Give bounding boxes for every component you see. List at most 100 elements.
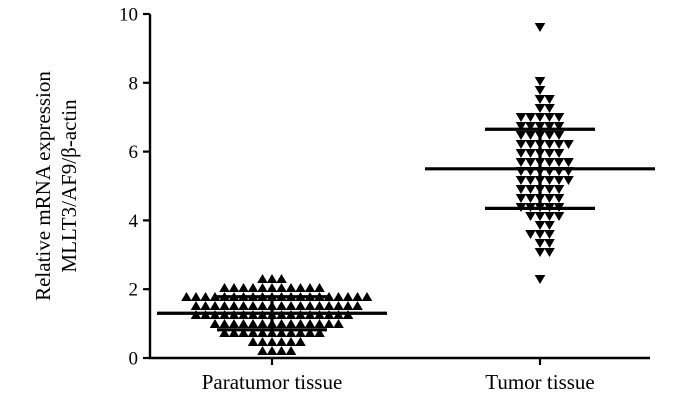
tumor-point	[544, 131, 555, 141]
paratumor-point	[314, 327, 325, 337]
paratumor-point	[276, 318, 287, 328]
tumor-point	[544, 176, 555, 186]
tumor-point	[553, 122, 565, 132]
y-axis-title-line-1: Relative mRNA expression	[31, 71, 55, 301]
paratumor-point	[295, 300, 306, 310]
x-axis-categories: Paratumor tissue Tumor tissue	[202, 358, 595, 394]
tumor-point	[525, 185, 536, 195]
tumor-point	[525, 113, 536, 123]
tumor-point	[534, 239, 546, 249]
tumor-point	[525, 230, 536, 240]
paratumor-point	[247, 318, 259, 328]
paratumor-point	[333, 318, 344, 328]
tumor-point	[544, 158, 555, 168]
tumor-point	[534, 104, 546, 114]
tumor-point	[544, 140, 555, 150]
paratumor-point	[285, 336, 297, 346]
tumor-point	[553, 185, 565, 195]
paratumor-point	[352, 300, 363, 310]
paratumor-point	[247, 300, 259, 310]
paratumor-point	[257, 318, 268, 328]
paratumor-point	[285, 300, 297, 310]
mean-sd-bars	[157, 127, 655, 332]
paratumor-point	[276, 282, 287, 292]
paratumor-point	[314, 300, 325, 310]
y-tick-label: 8	[129, 73, 139, 94]
paratumor-point	[323, 300, 335, 310]
paratumor-point	[247, 327, 259, 337]
tumor-point	[515, 194, 527, 204]
tumor-point	[525, 131, 536, 141]
tumor-point	[534, 212, 546, 222]
tumor-point	[544, 149, 555, 159]
paratumor-point	[228, 327, 240, 337]
paratumor-point	[257, 300, 268, 310]
paratumor-point	[323, 318, 335, 328]
tumor-point	[515, 140, 527, 150]
paratumor-point	[333, 300, 344, 310]
y-tick-label: 10	[119, 5, 138, 26]
tumor-point	[534, 275, 546, 285]
tumor-point	[544, 212, 555, 222]
tumor-point	[515, 158, 527, 168]
paratumor-point	[238, 318, 249, 328]
y-axis-title: Relative mRNA expression MLLT3/AF9/β-act…	[31, 71, 81, 301]
paratumor-point	[200, 291, 211, 301]
paratumor-point	[266, 336, 278, 346]
paratumor-point	[257, 282, 268, 292]
tumor-point	[534, 221, 546, 231]
paratumor-point	[295, 336, 306, 346]
tumor-point	[515, 185, 527, 195]
tumor-point	[553, 194, 565, 204]
paratumor-point	[304, 327, 316, 337]
paratumor-point	[304, 300, 316, 310]
tumor-point	[515, 122, 527, 132]
tumor-point	[515, 149, 527, 159]
paratumor-point	[219, 300, 230, 310]
paratumor-point	[190, 291, 202, 301]
tumor-point	[553, 140, 565, 150]
y-tick-label: 2	[129, 280, 139, 301]
tumor-point	[563, 158, 574, 168]
tumor-point	[534, 95, 546, 105]
paratumor-point	[342, 300, 354, 310]
tumor-point	[544, 185, 555, 195]
tumor-point	[515, 176, 527, 186]
paratumor-point	[352, 291, 363, 301]
paratumor-point	[285, 282, 297, 292]
tumor-point	[525, 122, 536, 132]
paratumor-point	[342, 291, 354, 301]
paratumor-point	[276, 345, 287, 355]
paratumor-point	[276, 327, 287, 337]
paratumor-point	[323, 291, 335, 301]
paratumor-point	[257, 327, 268, 337]
tumor-point	[544, 104, 555, 114]
tumor-point	[525, 212, 536, 222]
tumor-point	[525, 194, 536, 204]
paratumor-point	[228, 300, 240, 310]
paratumor-point	[314, 318, 325, 328]
y-axis-title-line-2: MLLT3/AF9/β-actin	[57, 99, 81, 273]
paratumor-point	[228, 318, 240, 328]
tumor-point	[525, 149, 536, 159]
tumor-point	[553, 149, 565, 159]
y-tick-label: 6	[129, 142, 139, 163]
tumor-point	[553, 113, 565, 123]
paratumor-point	[238, 327, 249, 337]
paratumor-point	[209, 291, 221, 301]
paratumor-point	[285, 318, 297, 328]
y-tick-label: 0	[129, 349, 139, 370]
tumor-point	[553, 131, 565, 141]
tumor-point	[525, 176, 536, 186]
tumor-point	[534, 23, 546, 33]
paratumor-point	[333, 291, 344, 301]
paratumor-point	[238, 300, 249, 310]
tumor-point	[544, 230, 555, 240]
tumor-point	[534, 113, 546, 123]
tumor-point	[553, 176, 565, 186]
paratumor-point	[295, 282, 306, 292]
tumor-point	[544, 113, 555, 123]
data-points	[181, 23, 574, 355]
tumor-point	[553, 158, 565, 168]
paratumor-point	[266, 327, 278, 337]
